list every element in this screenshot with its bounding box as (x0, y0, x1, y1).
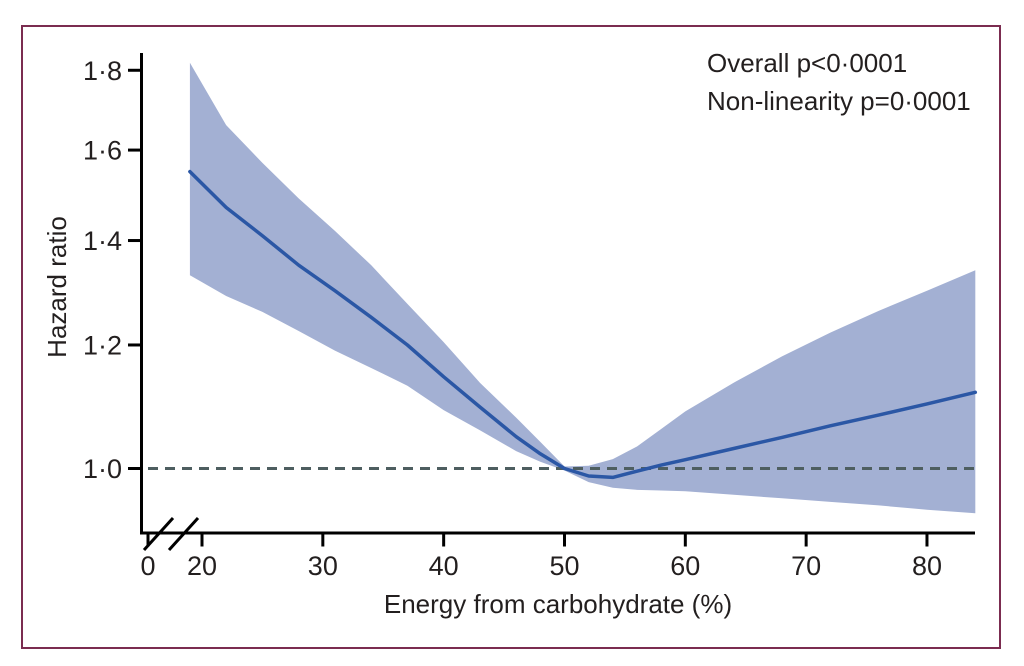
axis-break-slash (167, 516, 200, 552)
y-axis-title: Hazard ratio (42, 216, 72, 358)
x-axis-title: Energy from carbohydrate (%) (383, 589, 733, 619)
nonlinearity-p-value: Non-linearity p=0·0001 (707, 86, 971, 116)
y-tick-label: 1·4 (83, 226, 122, 256)
p-value-annotation: Overall p<0·0001 Non-linearity p=0·0001 (707, 44, 971, 120)
axis-break-slash (142, 516, 175, 552)
x-tick-label: 30 (308, 551, 338, 581)
x-tick-label: 20 (187, 551, 217, 581)
x-tick-label: 60 (670, 551, 700, 581)
x-tick-label: 0 (140, 551, 155, 581)
x-tick-label: 50 (549, 551, 579, 581)
overall-p-value: Overall p<0·0001 (707, 48, 908, 78)
y-tick-label: 1·6 (83, 136, 122, 166)
confidence-band (189, 62, 976, 514)
x-tick-label: 40 (429, 551, 459, 581)
x-tick-label: 80 (912, 551, 942, 581)
y-tick-label: 1·2 (83, 330, 122, 360)
y-tick-label: 1·0 (83, 454, 122, 484)
x-tick-label: 70 (791, 551, 821, 581)
hazard-ratio-line (188, 169, 978, 480)
y-tick-label: 1·8 (83, 56, 122, 86)
